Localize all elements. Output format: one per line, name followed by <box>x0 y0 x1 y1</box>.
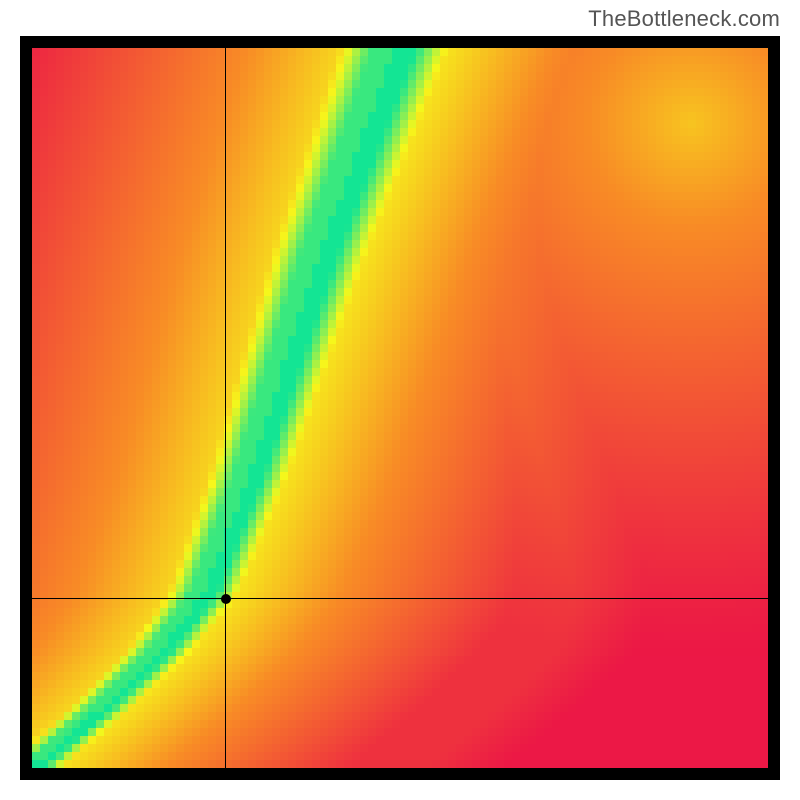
crosshair-marker <box>221 594 231 604</box>
chart-container: TheBottleneck.com <box>0 0 800 800</box>
chart-frame <box>20 36 780 780</box>
watermark-text: TheBottleneck.com <box>588 6 780 32</box>
bottleneck-heatmap <box>32 48 768 768</box>
crosshair-vertical <box>225 48 226 768</box>
crosshair-horizontal <box>32 598 768 599</box>
